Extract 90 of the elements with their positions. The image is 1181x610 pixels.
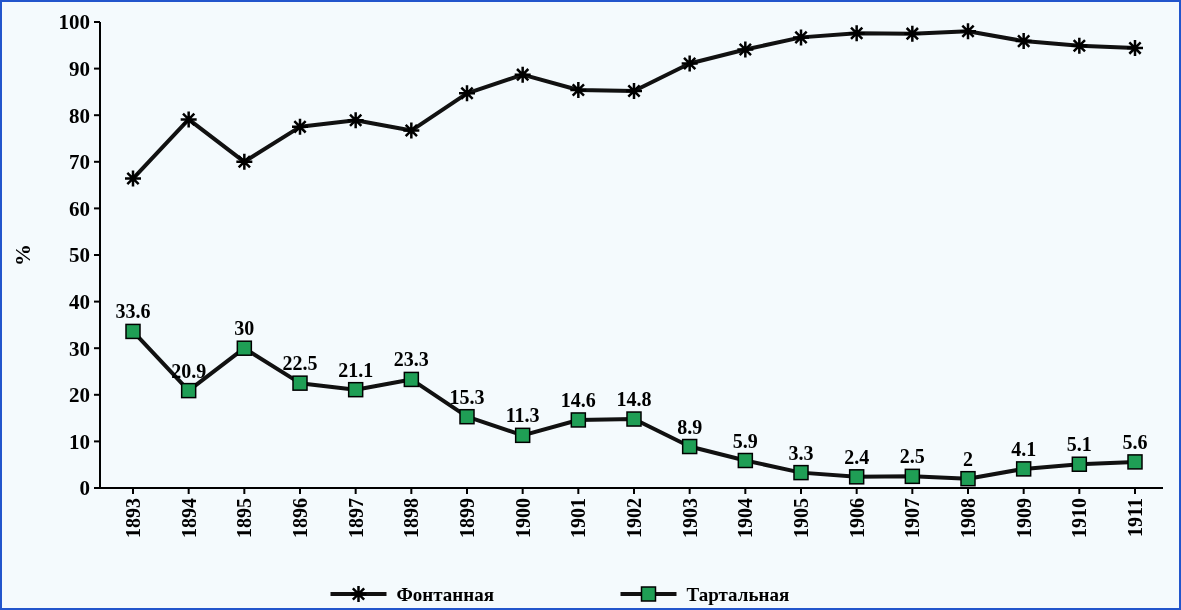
- x-tick-label: 1901: [567, 498, 590, 538]
- x-tick-label: 1911: [1124, 498, 1146, 537]
- point: [236, 340, 253, 356]
- data-label: 23.3: [393, 348, 429, 371]
- point: [514, 427, 531, 444]
- point: [459, 408, 475, 425]
- data-label: 5.9: [732, 429, 758, 452]
- point: [513, 65, 532, 84]
- point: [903, 24, 922, 43]
- data-label: 5.1: [1066, 433, 1092, 456]
- point: [347, 381, 364, 398]
- point: [123, 169, 143, 188]
- y-tick-label: 40: [69, 289, 90, 314]
- y-tick-label: 70: [69, 150, 90, 175]
- x-tick-label: 1895: [233, 498, 256, 538]
- point: [737, 452, 754, 469]
- data-label: 3.3: [788, 441, 814, 464]
- y-tick-label: 20: [69, 383, 90, 408]
- x-tick-label: 1893: [122, 498, 144, 538]
- x-tick-label: 1899: [456, 498, 478, 538]
- point: [736, 40, 755, 59]
- y-tick-label: 30: [69, 336, 90, 361]
- point: [1127, 454, 1143, 470]
- y-tick-label: 50: [69, 243, 90, 268]
- x-tick-label: 1906: [845, 498, 868, 538]
- data-label: 30: [234, 317, 255, 340]
- point: [402, 121, 421, 140]
- point: [847, 23, 866, 43]
- data-label: 20.9: [171, 359, 207, 382]
- x-tick-label: 1908: [957, 498, 979, 538]
- data-label: 33.6: [115, 300, 151, 323]
- point: [235, 152, 254, 172]
- data-label: 2.4: [844, 445, 870, 468]
- point: [626, 411, 642, 427]
- y-tick-label: 60: [69, 196, 90, 221]
- x-tick-label: 1903: [678, 498, 701, 538]
- point: [569, 80, 588, 100]
- data-label: 8.9: [677, 415, 703, 438]
- point: [180, 382, 197, 399]
- y-tick-label: 80: [69, 103, 90, 128]
- point: [793, 464, 809, 481]
- x-tick-label: 1907: [901, 498, 924, 538]
- x-tick-label: 1898: [400, 498, 423, 538]
- data-label: 4.1: [1011, 437, 1037, 460]
- point: [1125, 38, 1145, 58]
- point: [624, 81, 644, 101]
- point: [125, 323, 141, 340]
- data-label: 14.8: [616, 388, 652, 411]
- y-tick-label: 100: [58, 10, 90, 35]
- x-tick-label: 1896: [289, 498, 311, 538]
- legend-label: Тартальная: [686, 583, 790, 605]
- data-label: 21.1: [338, 358, 374, 381]
- point: [791, 28, 811, 47]
- point: [1070, 36, 1089, 56]
- point: [179, 110, 198, 129]
- point: [1014, 31, 1033, 51]
- point: [904, 468, 921, 485]
- data-label: 2.5: [899, 445, 925, 468]
- legend-label: Фонтанная: [396, 583, 495, 605]
- y-axis-title: %: [10, 244, 35, 266]
- x-tick-label: 1897: [344, 498, 367, 538]
- x-tick-label: 1905: [790, 498, 812, 538]
- data-label: 5.6: [1122, 430, 1148, 453]
- data-label: 22.5: [282, 352, 318, 375]
- x-tick-label: 1910: [1068, 498, 1091, 538]
- point: [290, 117, 310, 137]
- point: [570, 412, 587, 428]
- data-label: 15.3: [449, 385, 485, 408]
- y-tick-label: 10: [69, 429, 90, 454]
- y-tick-label: 0: [79, 476, 90, 501]
- point: [346, 111, 365, 130]
- x-tick-label: 1904: [734, 498, 757, 538]
- x-tick-label: 1909: [1012, 498, 1035, 538]
- data-label: 14.6: [560, 388, 596, 411]
- x-tick-label: 1902: [623, 498, 645, 538]
- point: [960, 470, 976, 487]
- point: [403, 371, 420, 388]
- data-label: 2: [963, 447, 973, 470]
- point: [457, 84, 477, 103]
- point: [680, 54, 699, 73]
- point: [848, 469, 865, 485]
- point: [1071, 456, 1088, 472]
- point: [1015, 461, 1032, 477]
- data-label: 11.3: [505, 404, 540, 427]
- y-tick-label: 90: [69, 56, 90, 81]
- point: [292, 375, 308, 391]
- x-tick-label: 1900: [511, 498, 534, 538]
- point: [958, 22, 978, 41]
- x-tick-label: 1894: [177, 498, 200, 538]
- point: [681, 438, 698, 455]
